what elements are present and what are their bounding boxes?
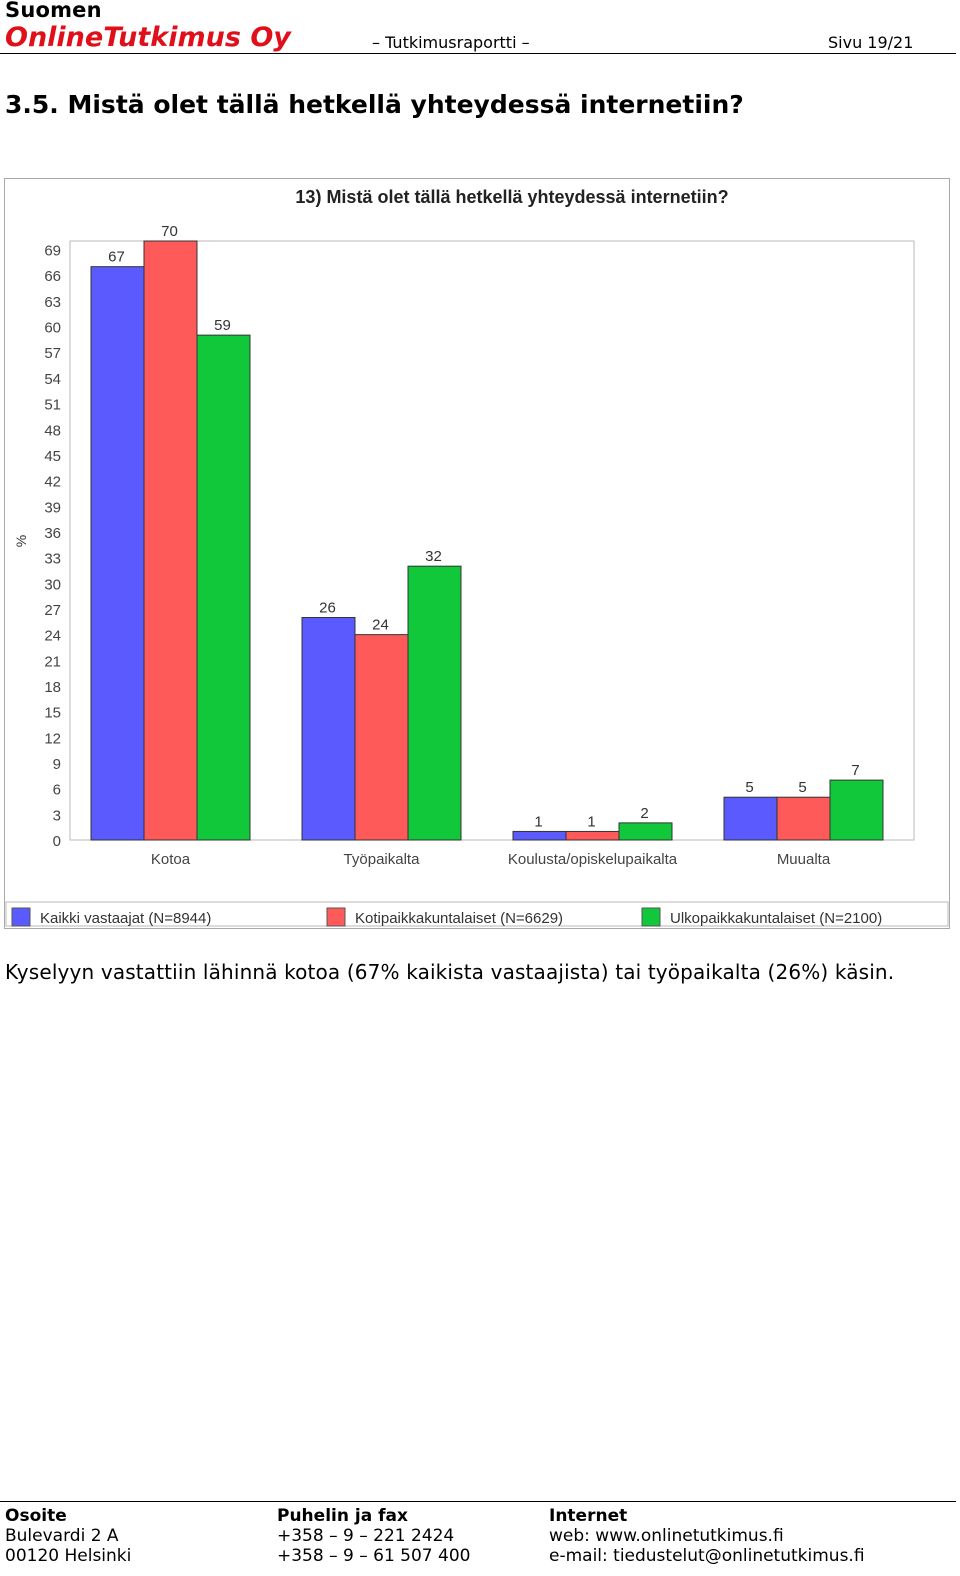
header-divider xyxy=(0,53,956,54)
page-header: Suomen OnlineTutkimus Oy – Tutkimusrapor… xyxy=(0,0,960,56)
data-label: 26 xyxy=(319,600,336,617)
y-tick-label: 3 xyxy=(53,807,61,824)
y-tick-label: 69 xyxy=(44,243,61,260)
footer-address-line2: 00120 Helsinki xyxy=(5,1546,132,1566)
y-tick-label: 21 xyxy=(44,653,61,670)
bar xyxy=(301,617,356,841)
y-tick-label: 57 xyxy=(44,345,61,362)
footer-phone-line1: +358 – 9 – 221 2424 xyxy=(277,1526,455,1546)
data-label: 67 xyxy=(108,249,125,266)
data-label: 7 xyxy=(851,762,859,779)
x-category-label: Muualta xyxy=(777,851,831,868)
y-tick-label: 18 xyxy=(44,679,61,696)
y-tick-label: 45 xyxy=(44,448,61,465)
bar-chart: 13) Mistä olet tällä hetkellä yhteydessä… xyxy=(4,178,950,929)
x-category-label: Kotoa xyxy=(151,851,191,868)
y-tick-label: 54 xyxy=(44,371,61,388)
bar xyxy=(196,334,251,841)
y-tick-label: 39 xyxy=(44,499,61,516)
y-tick-label: 33 xyxy=(44,551,61,568)
summary-paragraph: Kyselyyn vastattiin lähinnä kotoa (67% k… xyxy=(5,960,895,984)
bar xyxy=(829,779,884,841)
y-tick-label: 6 xyxy=(53,782,61,799)
y-tick-label: 9 xyxy=(53,756,61,773)
footer-web-link[interactable]: web: www.onlinetutkimus.fi xyxy=(549,1526,784,1546)
y-axis-label: % xyxy=(13,535,29,547)
data-label: 2 xyxy=(640,805,648,822)
bar xyxy=(776,796,831,841)
y-tick-label: 27 xyxy=(44,602,61,619)
y-tick-label: 36 xyxy=(44,525,61,542)
brand-logo-text: OnlineTutkimus Oy xyxy=(5,22,291,53)
section-title: 3.5. Mistä olet tällä hetkellä yhteydess… xyxy=(5,90,744,119)
y-tick-label: 63 xyxy=(44,294,61,311)
footer-email-link[interactable]: e-mail: tiedustelut@onlinetutkimus.fi xyxy=(549,1546,865,1566)
bar xyxy=(565,830,620,841)
y-tick-label: 30 xyxy=(44,576,61,593)
page-number: Sivu 19/21 xyxy=(828,33,914,52)
y-tick-label: 24 xyxy=(44,628,61,645)
legend xyxy=(5,901,949,927)
data-label: 1 xyxy=(534,813,542,830)
y-tick-label: 15 xyxy=(44,705,61,722)
footer-address-line1: Bulevardi 2 A xyxy=(5,1526,119,1546)
bar xyxy=(354,634,409,841)
bar xyxy=(618,822,673,841)
footer-address: Osoite Bulevardi 2 A 00120 Helsinki xyxy=(5,1506,131,1566)
footer-address-heading: Osoite xyxy=(5,1506,67,1526)
x-category-label: Työpaikalta xyxy=(344,851,421,868)
legend-swatch xyxy=(326,907,346,927)
y-tick-label: 51 xyxy=(44,397,61,414)
legend-swatch xyxy=(11,907,31,927)
y-tick-label: 0 xyxy=(53,833,61,850)
legend-label: Kaikki vastaajat (N=8944) xyxy=(40,910,211,927)
legend-label: Kotipaikkakuntalaiset (N=6629) xyxy=(355,910,563,927)
data-label: 5 xyxy=(798,779,806,796)
footer-phone-line2: +358 – 9 – 61 507 400 xyxy=(277,1546,471,1566)
data-label: 70 xyxy=(161,223,178,240)
data-label: 59 xyxy=(214,317,231,334)
bar xyxy=(407,565,462,841)
y-tick-label: 42 xyxy=(44,474,61,491)
bar xyxy=(90,266,145,841)
y-tick-label: 66 xyxy=(44,268,61,285)
y-tick-label: 12 xyxy=(44,730,61,747)
footer-internet: Internet web: www.onlinetutkimus.fi e-ma… xyxy=(549,1506,865,1566)
y-tick-label: 60 xyxy=(44,320,61,337)
chart-title: 13) Mistä olet tällä hetkellä yhteydessä… xyxy=(295,187,728,207)
data-label: 5 xyxy=(745,779,753,796)
document-type: – Tutkimusraportti – xyxy=(372,33,530,52)
bar xyxy=(723,796,778,841)
data-label: 24 xyxy=(372,617,389,634)
footer-divider xyxy=(0,1501,956,1502)
footer-internet-heading: Internet xyxy=(549,1506,628,1526)
x-category-label: Koulusta/opiskelupaikalta xyxy=(508,851,678,868)
footer-phone-heading: Puhelin ja fax xyxy=(277,1506,408,1526)
bar xyxy=(512,830,567,841)
data-label: 32 xyxy=(425,548,442,565)
data-label: 1 xyxy=(587,813,595,830)
legend-label: Ulkopaikkakuntalaiset (N=2100) xyxy=(670,910,882,927)
brand-top-text: Suomen xyxy=(5,0,102,22)
bar xyxy=(143,240,198,841)
chart-canvas: 13) Mistä olet tällä hetkellä yhteydessä… xyxy=(5,187,949,927)
legend-swatch xyxy=(641,907,661,927)
footer-phone: Puhelin ja fax +358 – 9 – 221 2424 +358 … xyxy=(277,1506,470,1566)
y-tick-label: 48 xyxy=(44,422,61,439)
